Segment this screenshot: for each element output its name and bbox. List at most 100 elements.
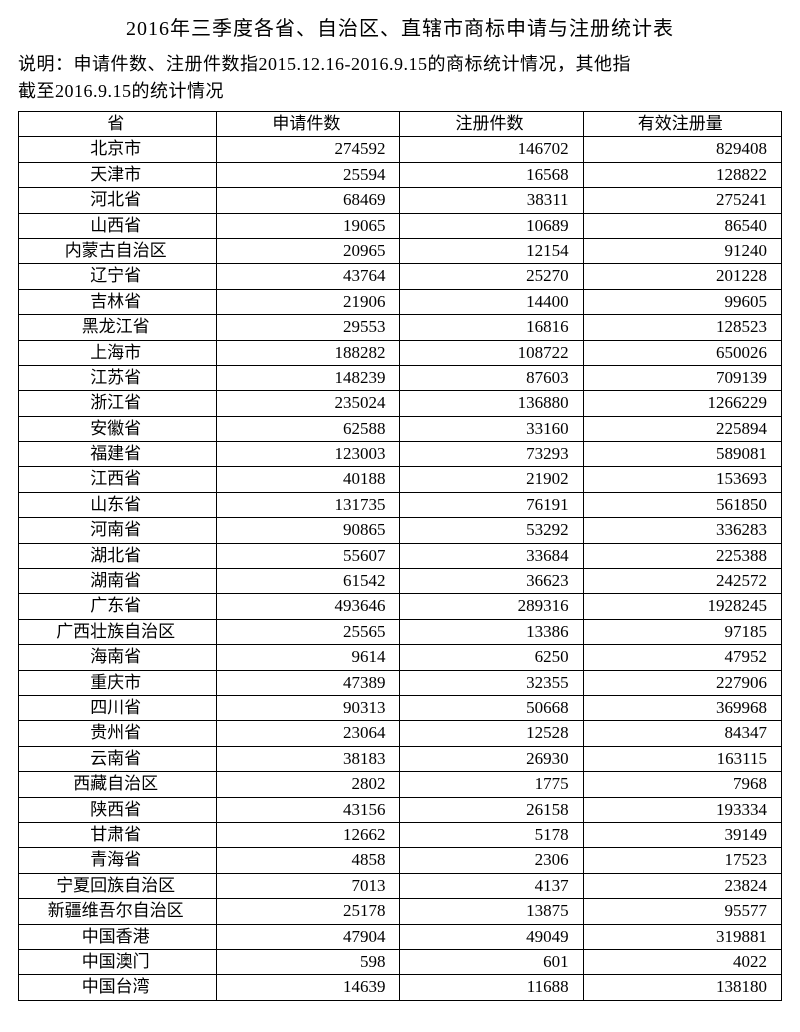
table-row: 贵州省230641252884347: [19, 721, 782, 746]
cell-province: 福建省: [19, 442, 217, 467]
cell-value: 225388: [583, 543, 781, 568]
cell-value: 21906: [217, 289, 400, 314]
cell-province: 广东省: [19, 594, 217, 619]
cell-province: 陕西省: [19, 797, 217, 822]
table-row: 中国台湾1463911688138180: [19, 975, 782, 1000]
cell-value: 73293: [400, 442, 583, 467]
cell-value: 709139: [583, 365, 781, 390]
table-row: 内蒙古自治区209651215491240: [19, 238, 782, 263]
cell-value: 16816: [400, 315, 583, 340]
cell-value: 84347: [583, 721, 781, 746]
cell-value: 7968: [583, 772, 781, 797]
table-row: 福建省12300373293589081: [19, 442, 782, 467]
cell-value: 2802: [217, 772, 400, 797]
cell-province: 重庆市: [19, 670, 217, 695]
cell-value: 188282: [217, 340, 400, 365]
cell-value: 99605: [583, 289, 781, 314]
cell-value: 128822: [583, 162, 781, 187]
cell-value: 4022: [583, 949, 781, 974]
table-row: 上海市188282108722650026: [19, 340, 782, 365]
cell-value: 87603: [400, 365, 583, 390]
cell-province: 云南省: [19, 746, 217, 771]
table-row: 四川省9031350668369968: [19, 695, 782, 720]
cell-value: 16568: [400, 162, 583, 187]
cell-value: 25594: [217, 162, 400, 187]
cell-value: 90865: [217, 518, 400, 543]
table-row: 重庆市4738932355227906: [19, 670, 782, 695]
table-row: 江西省4018821902153693: [19, 467, 782, 492]
table-row: 山东省13173576191561850: [19, 492, 782, 517]
cell-value: 33684: [400, 543, 583, 568]
cell-province: 山西省: [19, 213, 217, 238]
page-title: 2016年三季度各省、自治区、直辖市商标申请与注册统计表: [18, 12, 782, 41]
table-row: 山西省190651068986540: [19, 213, 782, 238]
cell-value: 90313: [217, 695, 400, 720]
col-province: 省: [19, 112, 217, 137]
table-row: 海南省9614625047952: [19, 645, 782, 670]
note-line-2: 截至2016.9.15的统计情况: [18, 78, 782, 105]
table-row: 天津市2559416568128822: [19, 162, 782, 187]
cell-value: 61542: [217, 569, 400, 594]
table-row: 河南省9086553292336283: [19, 518, 782, 543]
table-row: 广西壮族自治区255651338697185: [19, 619, 782, 644]
cell-value: 225894: [583, 416, 781, 441]
cell-value: 650026: [583, 340, 781, 365]
cell-value: 136880: [400, 391, 583, 416]
cell-value: 86540: [583, 213, 781, 238]
table-row: 青海省4858230617523: [19, 848, 782, 873]
col-applications: 申请件数: [217, 112, 400, 137]
cell-province: 黑龙江省: [19, 315, 217, 340]
cell-value: 14400: [400, 289, 583, 314]
cell-province: 河北省: [19, 188, 217, 213]
cell-value: 146702: [400, 137, 583, 162]
cell-value: 33160: [400, 416, 583, 441]
cell-value: 47952: [583, 645, 781, 670]
cell-province: 上海市: [19, 340, 217, 365]
cell-value: 131735: [217, 492, 400, 517]
cell-value: 68469: [217, 188, 400, 213]
table-row: 河北省6846938311275241: [19, 188, 782, 213]
table-row: 湖北省5560733684225388: [19, 543, 782, 568]
table-row: 黑龙江省2955316816128523: [19, 315, 782, 340]
cell-province: 江苏省: [19, 365, 217, 390]
cell-value: 275241: [583, 188, 781, 213]
cell-value: 26930: [400, 746, 583, 771]
cell-province: 浙江省: [19, 391, 217, 416]
cell-value: 2306: [400, 848, 583, 873]
cell-value: 1266229: [583, 391, 781, 416]
table-row: 陕西省4315626158193334: [19, 797, 782, 822]
cell-province: 吉林省: [19, 289, 217, 314]
table-row: 安徽省6258833160225894: [19, 416, 782, 441]
cell-value: 36623: [400, 569, 583, 594]
cell-value: 148239: [217, 365, 400, 390]
cell-province: 江西省: [19, 467, 217, 492]
cell-province: 安徽省: [19, 416, 217, 441]
cell-value: 13875: [400, 899, 583, 924]
cell-value: 39149: [583, 822, 781, 847]
cell-province: 中国香港: [19, 924, 217, 949]
cell-value: 91240: [583, 238, 781, 263]
cell-value: 829408: [583, 137, 781, 162]
cell-value: 108722: [400, 340, 583, 365]
cell-value: 123003: [217, 442, 400, 467]
cell-province: 甘肃省: [19, 822, 217, 847]
cell-value: 43764: [217, 264, 400, 289]
table-row: 辽宁省4376425270201228: [19, 264, 782, 289]
table-row: 新疆维吾尔自治区251781387595577: [19, 899, 782, 924]
table-row: 吉林省219061440099605: [19, 289, 782, 314]
cell-value: 561850: [583, 492, 781, 517]
table-row: 宁夏回族自治区7013413723824: [19, 873, 782, 898]
cell-province: 中国台湾: [19, 975, 217, 1000]
cell-value: 11688: [400, 975, 583, 1000]
cell-value: 38183: [217, 746, 400, 771]
table-row: 北京市274592146702829408: [19, 137, 782, 162]
col-valid-registrations: 有效注册量: [583, 112, 781, 137]
cell-value: 97185: [583, 619, 781, 644]
cell-value: 589081: [583, 442, 781, 467]
cell-value: 493646: [217, 594, 400, 619]
cell-value: 1928245: [583, 594, 781, 619]
cell-province: 河南省: [19, 518, 217, 543]
cell-value: 49049: [400, 924, 583, 949]
cell-value: 25565: [217, 619, 400, 644]
cell-value: 55607: [217, 543, 400, 568]
